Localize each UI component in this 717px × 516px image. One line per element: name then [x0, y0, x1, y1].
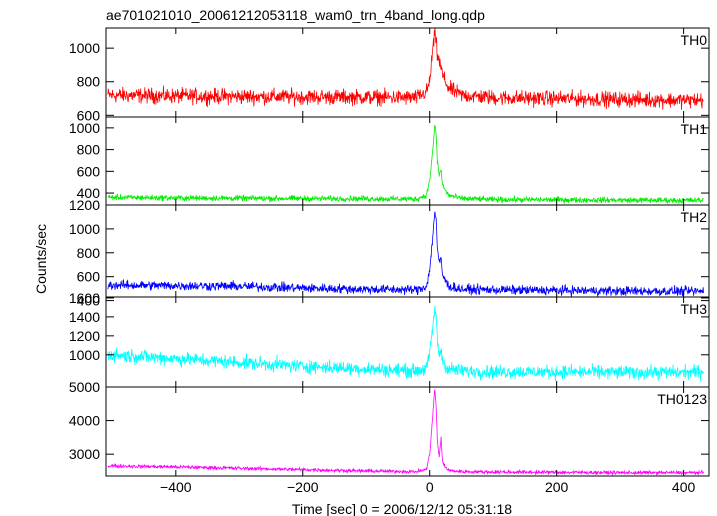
series-label-th2: TH2: [681, 209, 708, 225]
y-tick-label: 1200: [69, 197, 100, 213]
x-tick-label: −400: [160, 479, 192, 495]
x-tick-label: 0: [426, 479, 434, 495]
series-line-th3: [107, 305, 704, 382]
panel-frame: [105, 116, 710, 206]
panel-th2: 400 600 800 1000 1200 TH2: [69, 197, 710, 309]
y-tick-label: 800: [77, 245, 101, 261]
x-tick-label: 200: [545, 479, 569, 495]
y-tick-label: 800: [77, 74, 101, 90]
y-tick-label: 1000: [69, 347, 100, 363]
y-tick-label: 3000: [69, 446, 100, 462]
panel-th0: 600 800 1000 TH0: [69, 27, 710, 123]
series-line-th0123: [107, 389, 704, 476]
series-line-th1: [107, 124, 704, 205]
y-tick-label: 600: [77, 163, 101, 179]
x-tick-label: 400: [672, 479, 696, 495]
x-tick-label: −200: [287, 479, 319, 495]
y-tick-label: 600: [77, 269, 101, 285]
y-tick-label: 1000: [69, 120, 100, 136]
y-tick-label: 1600: [69, 290, 100, 306]
x-axis: −400 −200 0 200 400: [160, 479, 695, 495]
chart-title: ae701021010_20061212053118_wam0_trn_4ban…: [106, 7, 485, 23]
y-tick-label: 4000: [69, 413, 100, 429]
panel-frame: [105, 204, 710, 298]
y-tick-label: 600: [77, 107, 101, 123]
series-line-th2: [107, 211, 704, 297]
y-axis-label: Counts/sec: [33, 224, 49, 294]
series-line-th0: [107, 28, 704, 110]
y-tick-label: 400: [77, 293, 101, 309]
y-tick-label: 800: [77, 142, 101, 158]
panel-th1: 400 600 800 1000 TH1: [69, 116, 710, 206]
panels: 600 800 1000 TH0 400 600 800 1000 TH1 400 600 800 10…: [69, 27, 710, 477]
panel-th3: 1000 1200 1400 1600 TH3: [69, 290, 710, 388]
y-tick-label: 400: [77, 185, 101, 201]
y-tick-label: 1400: [69, 309, 100, 325]
panel-th0123: 3000 4000 5000 TH0123: [69, 379, 710, 477]
x-axis-label: Time [sec] 0 = 2006/12/12 05:31:18: [292, 501, 512, 516]
panel-frame: [105, 386, 710, 477]
y-tick-label: 1000: [69, 221, 100, 237]
series-label-th0123: TH0123: [657, 391, 707, 407]
y-tick-label: 1200: [69, 328, 100, 344]
y-tick-label: 5000: [69, 379, 100, 395]
series-label-th0: TH0: [681, 32, 708, 48]
series-label-th1: TH1: [681, 121, 708, 137]
y-tick-label: 1000: [69, 40, 100, 56]
series-label-th3: TH3: [681, 301, 708, 317]
